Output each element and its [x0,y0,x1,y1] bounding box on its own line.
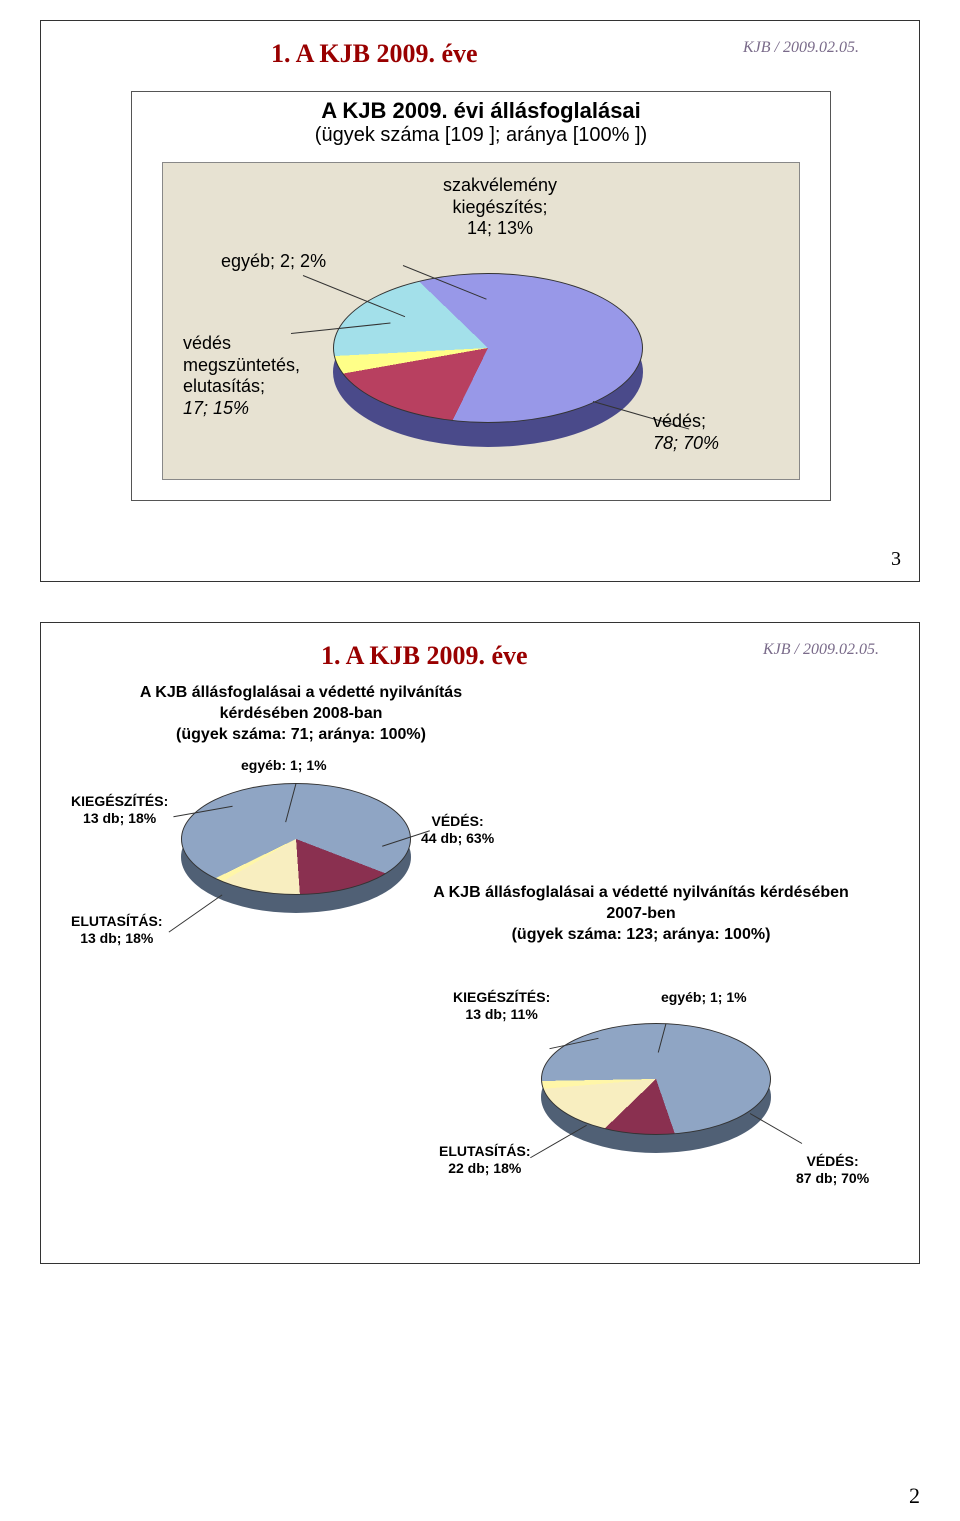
label-kieg: szakvélemény kiegészítés; 14; 13% [443,175,557,240]
slide-1: 1. A KJB 2009. éve KJB / 2009.02.05. A K… [40,20,920,582]
chart1-subtitle: (ügyek száma [109 ]; aránya [100% ]) [132,124,830,147]
label-kieg-2008: KIEGÉSZÍTÉS: 13 db; 18% [71,793,168,827]
chart1-title: A KJB 2009. évi állásfoglalásai [132,98,830,124]
pie-2009 [333,273,643,443]
label-elut-2008: ELUTASÍTÁS: 13 db; 18% [71,913,163,947]
chart-2007: A KJB állásfoglalásai a védetté nyilvání… [411,883,871,1223]
label-kieg-2007: KIEGÉSZÍTÉS: 13 db; 11% [453,989,550,1023]
slide1-number: 3 [891,548,901,571]
chart1-frame: A KJB 2009. évi állásfoglalásai (ügyek s… [131,91,831,501]
label-vedes-2008: VÉDÉS: 44 db; 63% [421,813,494,847]
chart2007-title: A KJB állásfoglalásai a védetté nyilvání… [411,883,871,945]
pie-2007 [541,1023,771,1143]
label-elut-2007: ELUTASÍTÁS: 22 db; 18% [439,1143,531,1177]
slide-2: 1. A KJB 2009. éve KJB / 2009.02.05. A K… [40,622,920,1264]
pie-top [181,783,411,895]
label-egyeb: egyéb; 2; 2% [221,251,326,273]
slide1-heading: 1. A KJB 2009. éve [271,39,478,69]
slide2-heading: 1. A KJB 2009. éve [321,641,528,671]
pie-top [333,273,643,423]
label-megszuntetes: védés megszüntetés, elutasítás; 17; 15% [183,333,300,419]
chart1-plot: egyéb; 2; 2% szakvélemény kiegészítés; 1… [162,162,800,480]
pie-2008 [181,783,411,903]
label-vedes-2007: VÉDÉS: 87 db; 70% [796,1153,869,1187]
slide1-stamp: KJB / 2009.02.05. [743,39,859,57]
page-number: 2 [909,1483,920,1509]
label-egyeb-2007: egyéb; 1; 1% [661,989,747,1006]
pie-top [541,1023,771,1135]
slide2-stamp: KJB / 2009.02.05. [763,641,879,659]
label-vedes: védés; 78; 70% [653,411,719,454]
label-egyeb-2008: egyéb: 1; 1% [241,757,327,774]
chart2008-title: A KJB állásfoglalásai a védetté nyilvání… [71,683,531,745]
